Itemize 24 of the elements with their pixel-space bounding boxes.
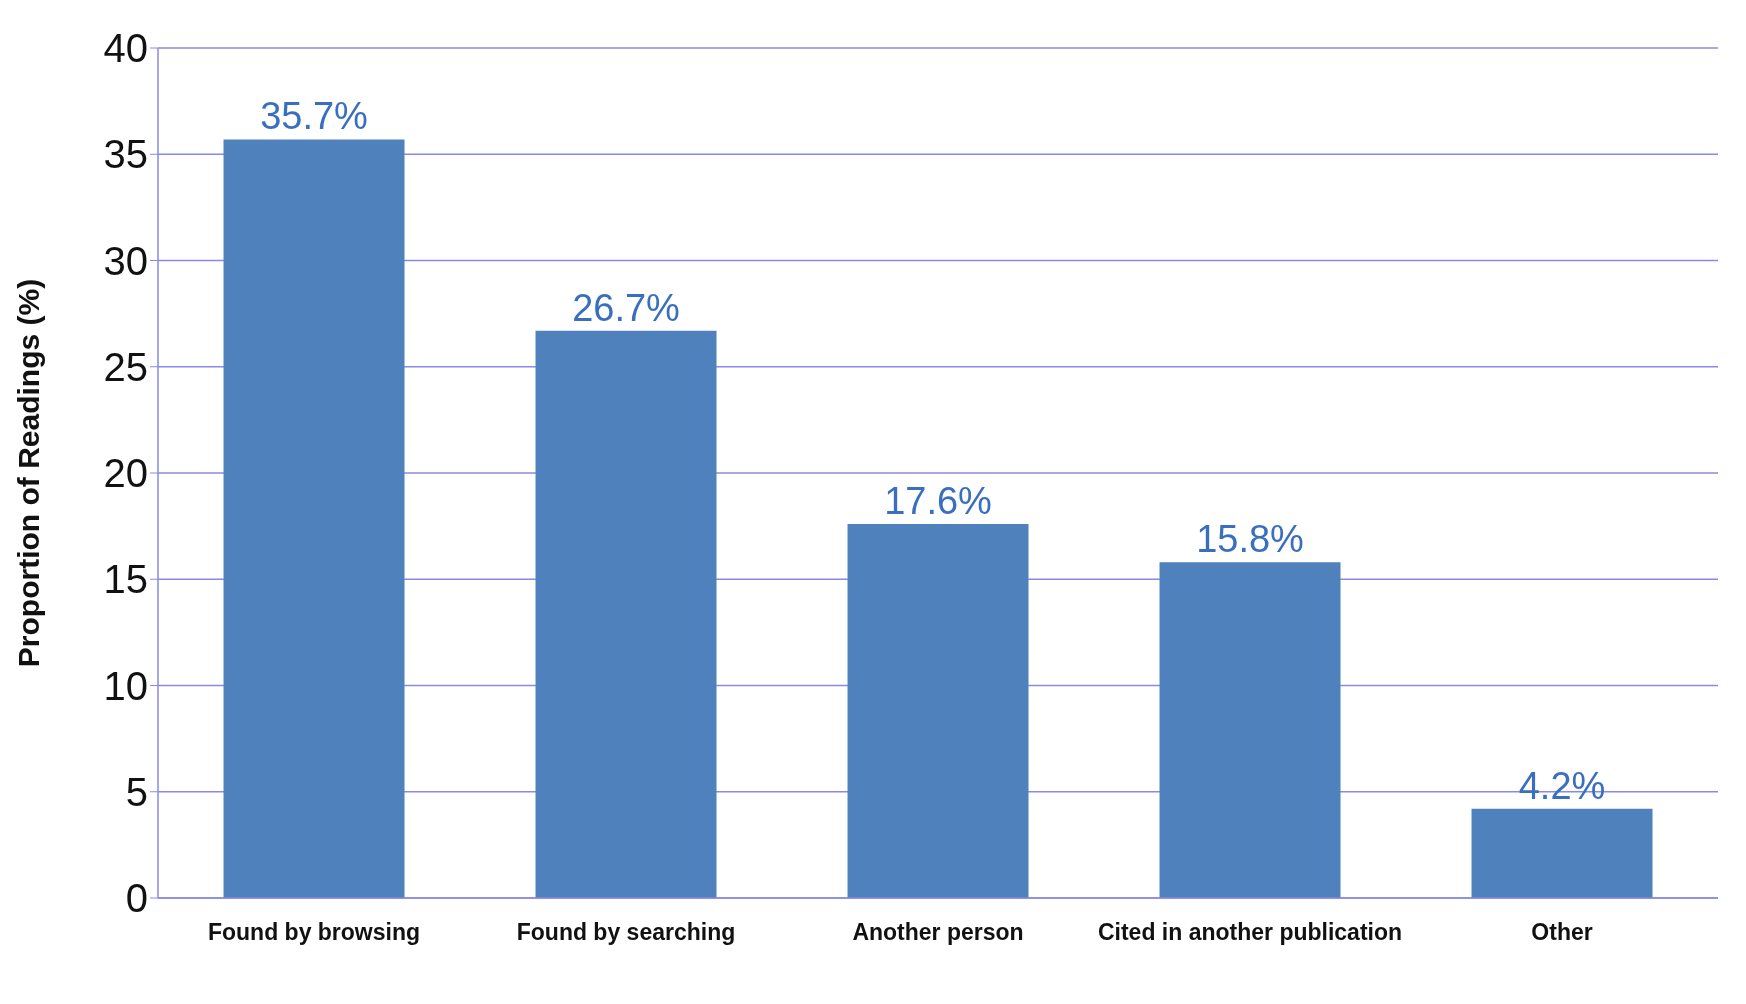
y-tick-label: 25 [103,344,148,389]
y-tick-label: 35 [103,132,148,177]
x-tick-label: Found by searching [516,919,736,946]
bar [535,330,717,898]
x-tick-label: Found by browsing [207,919,421,946]
y-tick-label: 0 [125,876,148,921]
bar [847,524,1029,898]
data-label: 15.8% [1196,518,1304,561]
y-axis-title: Proportion of Readings (%) [11,278,45,668]
y-tick-label: 15 [103,557,148,602]
bar [1471,808,1653,898]
y-tick-label: 5 [125,769,148,814]
x-tick-label: Other [1531,919,1593,946]
y-tick-label: 10 [103,663,148,708]
y-tick-label: 40 [103,26,148,71]
data-label: 35.7% [260,95,368,138]
data-label: 17.6% [884,480,992,522]
x-tick-label: Cited in another publication [1097,919,1403,946]
y-tick-label: 20 [103,451,148,496]
x-tick-label: Another person [852,919,1024,946]
bar [1159,562,1341,898]
data-label: 26.7% [572,286,680,329]
y-tick-label: 30 [103,238,148,283]
bar [223,139,405,898]
